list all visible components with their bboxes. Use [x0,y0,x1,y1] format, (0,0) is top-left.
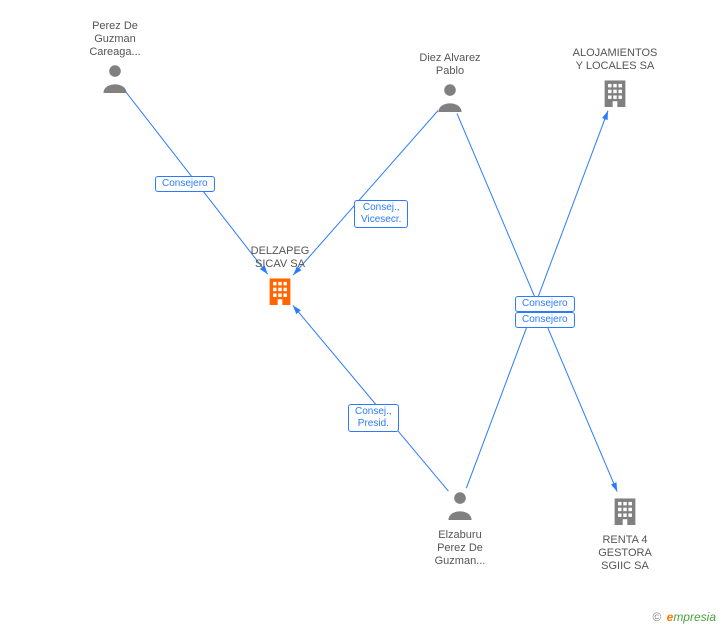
edge-label: Consej.,Presid. [348,404,399,432]
node-elza[interactable]: ElzaburuPerez DeGuzman... [410,490,510,568]
person-icon [446,507,474,524]
watermark: © empresia [652,610,716,624]
node-perez[interactable]: Perez DeGuzmanCareaga... [65,20,165,98]
node-diez[interactable]: Diez AlvarezPablo [400,52,500,117]
node-label: ALOJAMIENTOSY LOCALES SA [565,47,665,73]
node-aloja[interactable]: ALOJAMIENTOSY LOCALES SA [565,47,665,112]
copyright-symbol: © [652,610,661,624]
edge-label: Consejero [155,176,215,192]
edge-label: Consejero [515,296,575,312]
company-icon [601,94,629,111]
brand-rest: mpresia [673,610,716,624]
node-label: DELZAPEGSICAV SA [230,245,330,271]
company-icon [611,512,639,529]
node-renta4[interactable]: RENTA 4GESTORASGIIC SA [575,495,675,573]
company-icon [266,292,294,309]
edge-label: Consejero [515,312,575,328]
node-label: RENTA 4GESTORASGIIC SA [575,534,675,573]
node-label: Diez AlvarezPablo [400,52,500,78]
node-label: ElzaburuPerez DeGuzman... [410,529,510,568]
person-icon [436,99,464,116]
node-label: Perez DeGuzmanCareaga... [65,20,165,59]
node-delzapeg[interactable]: DELZAPEGSICAV SA [230,245,330,310]
person-icon [101,80,129,97]
edge-label: Consej.,Vicesecr. [354,200,408,228]
